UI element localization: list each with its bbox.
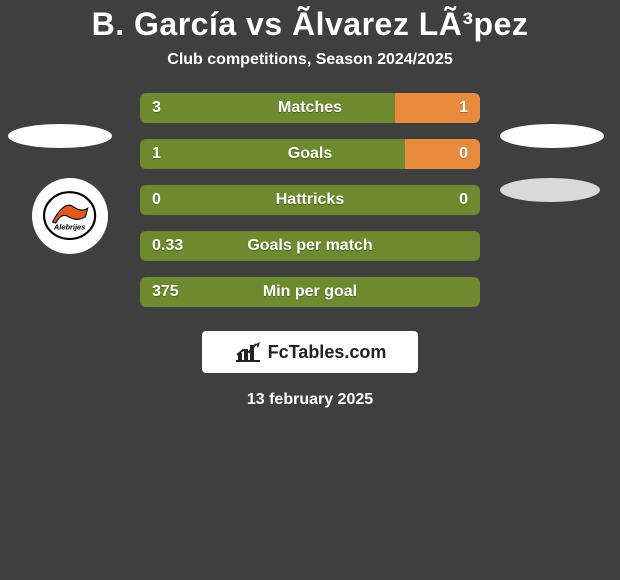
brand-box: FcTables.com bbox=[202, 331, 418, 373]
comparison-row: 10Goals bbox=[0, 139, 620, 169]
bar-track: 0.33 bbox=[140, 231, 480, 261]
bar-left-value: 0 bbox=[140, 191, 173, 209]
bar-right: 0 bbox=[405, 139, 480, 169]
comparison-infographic: B. García vs Ãlvarez LÃ³pez Club competi… bbox=[0, 0, 620, 580]
bar-track: 375 bbox=[140, 277, 480, 307]
page-title: B. García vs Ãlvarez LÃ³pez bbox=[0, 0, 620, 43]
bar-track: 10 bbox=[140, 139, 480, 169]
comparison-row: 375Min per goal bbox=[0, 277, 620, 307]
bar-left-value: 0.33 bbox=[140, 237, 195, 255]
brand-text: FcTables.com bbox=[268, 342, 387, 363]
bar-left: 3 bbox=[140, 93, 395, 123]
bar-right-value: 0 bbox=[447, 145, 480, 163]
bar-left: 375 bbox=[140, 277, 480, 307]
page-subtitle: Club competitions, Season 2024/2025 bbox=[0, 51, 620, 69]
bar-right-value: 1 bbox=[447, 99, 480, 117]
date-line: 13 february 2025 bbox=[0, 391, 620, 409]
comparison-row: 31Matches bbox=[0, 93, 620, 123]
bar-right: 1 bbox=[395, 93, 480, 123]
bar-left: 0 bbox=[140, 185, 480, 215]
bar-left: 1 bbox=[140, 139, 405, 169]
bar-right-value: 0 bbox=[447, 191, 480, 209]
bar-left-value: 3 bbox=[140, 99, 173, 117]
comparison-row: 0.33Goals per match bbox=[0, 231, 620, 261]
comparison-row: 00Hattricks bbox=[0, 185, 620, 215]
bar-left: 0.33 bbox=[140, 231, 480, 261]
bar-left-value: 375 bbox=[140, 283, 191, 301]
bar-track: 31 bbox=[140, 93, 480, 123]
bar-left-value: 1 bbox=[140, 145, 173, 163]
bar-track: 00 bbox=[140, 185, 480, 215]
bar-chart-icon bbox=[234, 341, 262, 363]
